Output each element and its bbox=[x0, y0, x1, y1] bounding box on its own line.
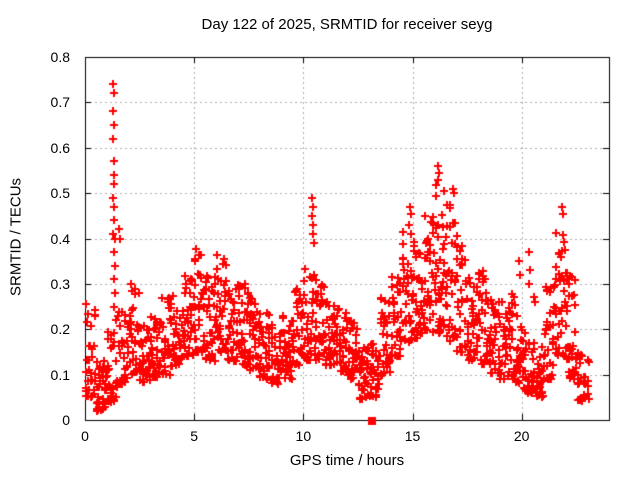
y-tick-label-0: 0 bbox=[62, 412, 70, 428]
y-tick-label-0.2: 0.2 bbox=[50, 321, 70, 338]
x-tick-label-10: 10 bbox=[295, 428, 312, 444]
y-tick-label-0.3: 0.3 bbox=[50, 275, 70, 292]
x-axis-label: GPS time / hours bbox=[289, 452, 405, 469]
x-tick-label-5: 5 bbox=[190, 428, 199, 444]
y-tick-label-0.7: 0.7 bbox=[50, 94, 70, 111]
x-tick-label-15: 15 bbox=[404, 428, 421, 444]
y-tick-label-0.5: 0.5 bbox=[50, 185, 70, 202]
y-tick-label-0.8: 0.8 bbox=[50, 49, 70, 65]
chart-title: Day 122 of 2025, SRMTID for receiver sey… bbox=[201, 16, 493, 33]
y-tick-label-0.1: 0.1 bbox=[50, 366, 70, 383]
y-tick-label-0.6: 0.6 bbox=[50, 139, 70, 156]
y-tick-label-0.4: 0.4 bbox=[50, 230, 70, 247]
x-tick-label-20: 20 bbox=[513, 428, 530, 444]
x-tick-label-0: 0 bbox=[81, 428, 89, 444]
